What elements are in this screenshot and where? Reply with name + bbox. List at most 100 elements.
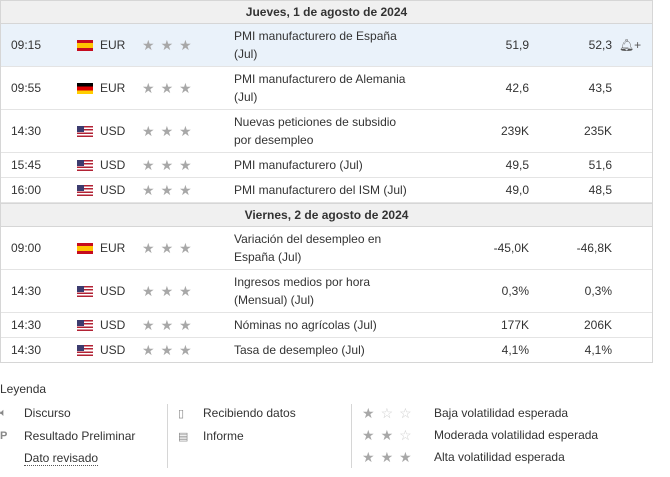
event-previous: 235K (583, 124, 612, 138)
legend-high-volatility: ★ ★ ★ Alta volatilidad esperada (362, 449, 565, 465)
flag-us-icon (77, 344, 93, 356)
event-name[interactable]: PMI manufacturero (Jul) (234, 158, 363, 172)
legend-preliminary: P Resultado Preliminar (0, 429, 136, 443)
day-header: Viernes, 2 de agosto de 2024 (1, 203, 652, 227)
receiving-data-icon: ▯ (178, 407, 185, 420)
event-name[interactable]: PMI manufacturero de España (Jul) (234, 29, 397, 61)
event-actual: -45,0K (493, 241, 529, 255)
event-previous: 43,5 (588, 81, 612, 95)
legend-divider (351, 404, 352, 468)
event-currency: EUR (77, 81, 141, 95)
event-time: 16:00 (11, 183, 42, 197)
event-name[interactable]: Nóminas no agrícolas (Jul) (234, 318, 377, 332)
flag-es-icon (77, 39, 93, 51)
event-name[interactable]: PMI manufacturero de Alemania (Jul) (234, 72, 406, 104)
one-star-icon: ★ ☆ ☆ (362, 405, 412, 421)
event-currency: USD (77, 124, 141, 138)
importance-star-icon: ★ (142, 342, 155, 358)
event-currency: USD (77, 284, 141, 298)
importance-stars: ★ ★ ★ (141, 183, 234, 197)
alert-bell-icon[interactable]: 🔔︎+ (618, 38, 642, 52)
importance-star-icon: ★ (160, 123, 174, 139)
event-actual: 239K (500, 124, 529, 138)
event-time: 09:00 (11, 241, 42, 255)
importance-stars: ★ ★ ★ (141, 343, 234, 357)
event-name[interactable]: PMI manufacturero del ISM (Jul) (234, 183, 407, 197)
flag-us-icon (77, 184, 93, 196)
event-time: 14:30 (11, 343, 42, 357)
importance-star-icon: ★ (179, 182, 192, 198)
flag-es-icon (77, 242, 93, 254)
event-row[interactable]: 09:00 EUR ★ ★ ★ Variación del desempleo en Esp… (1, 227, 652, 270)
importance-stars: ★ ★ ★ (141, 241, 234, 255)
legend-low-volatility: ★ ☆ ☆ Baja volatilidad esperada (362, 405, 569, 421)
legend-divider (167, 404, 168, 468)
event-time: 14:30 (11, 284, 42, 298)
importance-star-icon: ★ (179, 283, 192, 299)
legend-receiving: ▯ Recibiendo datos (178, 406, 296, 420)
event-row[interactable]: 14:30 USD ★ ★ ★ Ingresos medios por hora (Mens… (1, 270, 652, 313)
event-name[interactable]: Variación del desempleo en España (Jul) (234, 232, 382, 264)
report-icon: ▤ (178, 430, 189, 443)
importance-star-icon: ★ (142, 123, 155, 139)
event-currency: EUR (77, 241, 141, 255)
importance-stars: ★ ★ ★ (141, 124, 234, 138)
importance-star-icon: ★ (179, 240, 192, 256)
importance-stars: ★ ★ ★ (141, 284, 234, 298)
importance-star-icon: ★ (179, 157, 192, 173)
event-name[interactable]: Nuevas peticiones de subsidio por desempl… (234, 115, 397, 147)
event-row[interactable]: 14:30 USD ★ ★ ★ Nóminas no agrícolas (Jul) 177… (1, 313, 652, 338)
event-previous: 48,5 (588, 183, 612, 197)
event-name[interactable]: Tasa de desempleo (Jul) (234, 343, 365, 357)
importance-stars: ★ ★ ★ (141, 81, 234, 95)
event-row[interactable]: 09:15 EUR ★ ★ ★ PMI manufacturero de España (J… (1, 24, 652, 67)
two-star-icon: ★ ★ ☆ (362, 427, 412, 443)
event-row[interactable]: 15:45 USD ★ ★ ★ PMI manufacturero (Jul) 49,5 51… (1, 153, 652, 178)
three-star-icon: ★ ★ ★ (362, 449, 412, 465)
legend-moderate-volatility: ★ ★ ☆ Moderada volatilidad esperada (362, 427, 599, 443)
event-actual: 42,6 (505, 81, 529, 95)
event-previous: 51,6 (588, 158, 612, 172)
event-row[interactable]: 14:30 USD ★ ★ ★ Tasa de desempleo (Jul) 4,1% 4,… (1, 338, 652, 362)
event-name[interactable]: Ingresos medios por hora (Mensual) (Jul) (234, 275, 371, 307)
importance-star-icon: ★ (160, 37, 174, 53)
event-actual: 49,0 (505, 183, 529, 197)
event-previous: 4,1% (584, 343, 612, 357)
importance-star-icon: ★ (142, 317, 155, 333)
importance-star-icon: ★ (142, 182, 155, 198)
legend-revised: Dato revisado (24, 451, 99, 466)
day-header: Jueves, 1 de agosto de 2024 (1, 0, 652, 24)
event-row[interactable]: 16:00 USD ★ ★ ★ PMI manufacturero del ISM (Ju… (1, 178, 652, 203)
importance-star-icon: ★ (142, 37, 155, 53)
flag-us-icon (77, 319, 93, 331)
flag-de-icon (77, 82, 93, 94)
event-previous: 0,3% (584, 284, 612, 298)
event-row[interactable]: 09:55 EUR ★ ★ ★ PMI manufacturero de Alemania… (1, 67, 652, 110)
event-actual: 49,5 (505, 158, 529, 172)
importance-star-icon: ★ (179, 123, 192, 139)
event-currency: USD (77, 183, 141, 197)
flag-us-icon (77, 125, 93, 137)
event-time: 14:30 (11, 124, 42, 138)
legend-report: ▤ Informe (178, 429, 244, 443)
importance-star-icon: ★ (179, 317, 192, 333)
flag-us-icon (77, 285, 93, 297)
event-actual: 177K (500, 318, 529, 332)
importance-star-icon: ★ (179, 80, 192, 96)
event-previous: 206K (583, 318, 612, 332)
event-actual: 51,9 (505, 38, 529, 52)
event-currency: USD (77, 318, 141, 332)
flag-us-icon (77, 159, 93, 171)
event-time: 09:15 (11, 38, 42, 52)
importance-stars: ★ ★ ★ (141, 158, 234, 172)
event-time: 14:30 (11, 318, 42, 332)
importance-star-icon: ★ (160, 157, 174, 173)
importance-stars: ★ ★ ★ (141, 38, 234, 52)
legend-speech: 🔈︎ Discurso (0, 406, 71, 420)
event-row[interactable]: 14:30 USD ★ ★ ★ Nuevas peticiones de subsidio… (1, 110, 652, 153)
event-currency: EUR (77, 38, 141, 52)
importance-star-icon: ★ (142, 80, 155, 96)
importance-star-icon: ★ (142, 240, 155, 256)
importance-star-icon: ★ (160, 317, 174, 333)
importance-star-icon: ★ (160, 240, 174, 256)
